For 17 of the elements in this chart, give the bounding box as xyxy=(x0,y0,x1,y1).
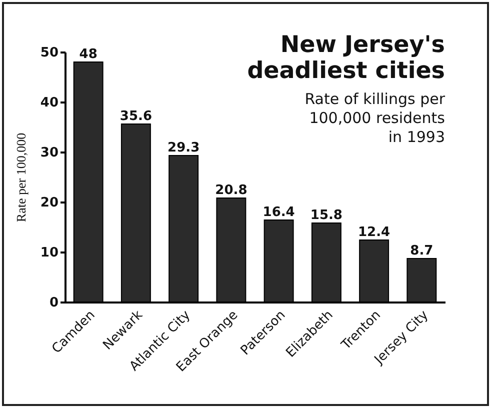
data-label: 12.4 xyxy=(358,225,390,240)
data-label: 35.6 xyxy=(120,109,152,124)
data-label: 48 xyxy=(79,47,98,62)
y-tick-label: 20 xyxy=(40,196,58,210)
data-label: 16.4 xyxy=(262,205,295,220)
y-axis-title: Rate per 100,000 xyxy=(13,132,28,222)
data-label: 29.3 xyxy=(168,140,200,156)
data-label: 15.8 xyxy=(310,208,342,223)
y-tick-label: 40 xyxy=(40,96,58,110)
data-label: 20.8 xyxy=(215,183,248,198)
y-tick-label: 50 xyxy=(40,46,58,60)
data-label: 8.7 xyxy=(410,244,434,258)
y-tick-label: 0 xyxy=(49,296,58,310)
chart-title: New Jersey's deadliest cities xyxy=(247,32,445,84)
y-tick-label: 30 xyxy=(40,146,58,160)
y-tick-label: 10 xyxy=(40,246,58,260)
text: Rate of killings per 100,000 residents in 1993 xyxy=(304,90,446,146)
